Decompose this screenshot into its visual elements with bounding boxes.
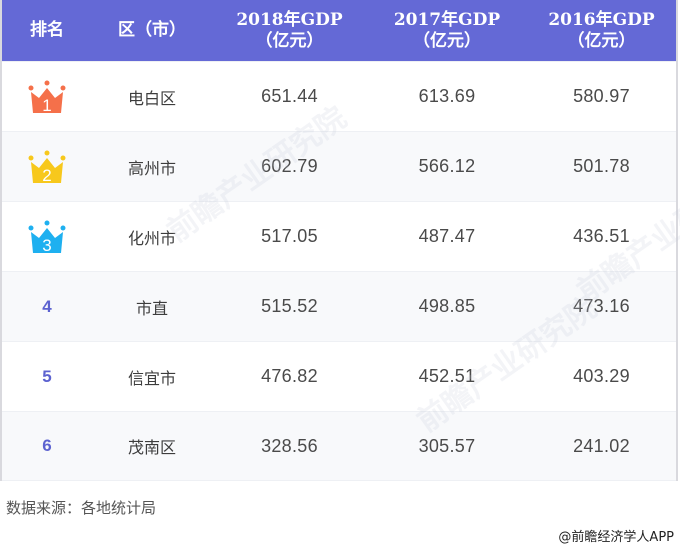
svg-text:3: 3: [42, 236, 51, 254]
table-header: 排名 区（市） 2018年GDP （亿元） 2017年GDP （亿元） 2016…: [2, 0, 676, 61]
gdp-2017-value: 487.47: [418, 226, 476, 246]
table-row: 4 市直 515.52 498.85 473.16: [2, 271, 676, 341]
header-district: 区（市）: [118, 20, 186, 40]
table-row: 3 化州市 517.05 487.47 436.51: [2, 201, 676, 271]
svg-text:2: 2: [42, 166, 51, 184]
header-gdp-2017-title: 2017年GDP: [393, 9, 501, 30]
district-name: 电白区: [127, 88, 176, 108]
gdp-2018-value: 476.82: [261, 366, 318, 386]
table-row: 6 茂南区 328.56 305.57 241.02: [2, 411, 676, 481]
data-source-note: 数据来源：各地统计局: [6, 499, 157, 517]
gdp-ranking-table: 排名 区（市） 2018年GDP （亿元） 2017年GDP （亿元） 2016…: [0, 0, 678, 481]
header-gdp-2016-unit: （亿元）: [567, 30, 636, 51]
gdp-2017-value: 566.12: [418, 156, 476, 176]
gdp-2016-value: 403.29: [573, 366, 630, 386]
crown-blue-icon: 3: [28, 220, 66, 254]
rank-number: 5: [42, 366, 52, 386]
crown-yellow-icon: 2: [28, 150, 66, 184]
gdp-2017-value: 613.69: [418, 86, 476, 106]
gdp-2018-value: 515.52: [261, 296, 318, 316]
district-name: 茂南区: [127, 438, 176, 457]
header-rank: 排名: [30, 20, 64, 40]
rank-cell: 1: [2, 80, 92, 114]
gdp-2017-value: 452.51: [418, 366, 476, 386]
gdp-2016-value: 241.02: [573, 435, 630, 456]
crown-orange-icon: 1: [28, 80, 66, 114]
header-gdp-2018-unit: （亿元）: [255, 30, 324, 51]
header-gdp-2018-title: 2018年GDP: [236, 9, 343, 30]
district-name: 化州市: [127, 228, 176, 248]
district-name: 高州市: [127, 158, 176, 178]
gdp-2018-value: 517.05: [261, 226, 318, 246]
gdp-2018-value: 328.56: [261, 435, 318, 456]
gdp-2017-value: 498.85: [418, 296, 476, 316]
gdp-2017-value: 305.57: [418, 435, 476, 456]
rank-cell: 3: [2, 220, 92, 254]
table-row: 2 高州市 602.79 566.12 501.78: [2, 131, 676, 201]
header-gdp-2016-title: 2016年GDP: [548, 9, 655, 30]
district-name: 市直: [135, 298, 168, 318]
gdp-2016-value: 436.51: [573, 226, 630, 246]
gdp-2016-value: 473.16: [573, 296, 630, 316]
table-row: 5 信宜市 476.82 452.51 403.29: [2, 341, 676, 411]
gdp-2018-value: 602.79: [261, 156, 318, 176]
header-gdp-2017: 2017年GDP （亿元）: [367, 10, 527, 52]
district-name: 信宜市: [127, 368, 176, 388]
table-row: 1 电白区 651.44 613.69 580.97: [2, 61, 676, 131]
header-gdp-2018: 2018年GDP （亿元）: [212, 10, 367, 52]
rank-cell: 2: [2, 150, 92, 184]
gdp-2016-value: 580.97: [573, 86, 630, 106]
gdp-2018-value: 651.44: [261, 86, 318, 106]
rank-number: 4: [42, 296, 52, 316]
gdp-2016-value: 501.78: [573, 156, 630, 176]
rank-number: 6: [42, 436, 52, 455]
header-gdp-2017-unit: （亿元）: [413, 30, 481, 51]
publisher-credit: @前瞻经济学人APP: [558, 530, 674, 545]
header-gdp-2016: 2016年GDP （亿元）: [527, 10, 676, 52]
svg-text:1: 1: [42, 96, 51, 114]
